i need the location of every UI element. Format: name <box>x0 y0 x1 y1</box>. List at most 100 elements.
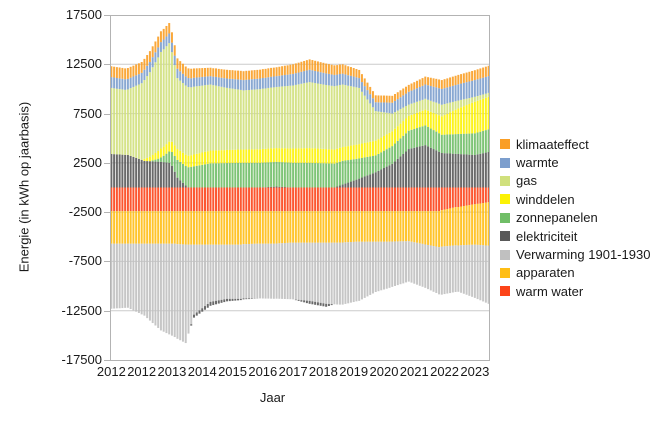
bar-segment <box>366 211 369 242</box>
y-tick-label: 2500 <box>73 154 102 170</box>
bar-segment <box>129 187 132 212</box>
bar-segment <box>217 300 220 304</box>
bar-segment <box>184 154 187 167</box>
bar-segment <box>460 245 463 293</box>
bar-segment <box>416 112 419 129</box>
bar-segment <box>272 76 275 88</box>
bar-segment <box>264 243 267 299</box>
bar-segment <box>476 203 479 245</box>
bar-segment <box>330 74 333 86</box>
bar-segment <box>140 243 143 315</box>
bar-segment <box>438 151 441 188</box>
bar-segment <box>135 85 138 158</box>
bar-segment <box>184 85 187 155</box>
bar-segment <box>187 167 190 188</box>
bar-segment <box>228 78 231 89</box>
bar-segment <box>380 137 383 153</box>
bar-segment <box>380 211 383 242</box>
bar-segment <box>380 152 383 170</box>
bar-segment <box>118 78 121 90</box>
bar-segment <box>405 211 408 242</box>
bar-segment <box>402 153 405 188</box>
bar-segment <box>154 243 157 326</box>
bar-segment <box>374 111 377 141</box>
bar-segment <box>223 187 226 212</box>
bar-segment <box>424 211 427 245</box>
legend-label: elektriciteit <box>516 228 578 244</box>
bar-segment <box>300 300 303 302</box>
bar-segment <box>270 187 273 212</box>
bar-segment <box>212 150 215 164</box>
bar-segment <box>198 187 201 212</box>
bar-segment <box>173 243 176 338</box>
bar-segment <box>473 96 476 102</box>
bar-segment <box>460 107 463 134</box>
bar-segment <box>226 298 229 302</box>
bar-segment <box>347 242 350 304</box>
bar-segment <box>338 84 341 148</box>
bar-segment <box>311 301 314 305</box>
bar-segment <box>416 242 419 285</box>
bar-segment <box>192 77 195 87</box>
bar-segment <box>451 85 454 102</box>
bar-segment <box>239 211 242 245</box>
bar-segment <box>413 242 416 284</box>
bar-segment <box>380 95 383 103</box>
bar-segment <box>388 102 391 114</box>
bar-segment <box>132 76 135 87</box>
bar-segment <box>429 245 432 291</box>
bar-segment <box>187 244 190 334</box>
bar-segment <box>432 211 435 247</box>
bar-segment <box>248 243 251 299</box>
x-tick-label: 2013 <box>157 364 187 379</box>
bar-segment <box>451 134 454 154</box>
bar-segment <box>413 113 416 129</box>
bar-segment <box>148 156 151 162</box>
bar-segment <box>168 211 171 244</box>
bar-segment <box>454 207 457 246</box>
bar-segment <box>204 164 206 188</box>
bar-segment <box>217 150 220 164</box>
bar-segment <box>308 59 311 70</box>
bar-segment <box>407 130 410 150</box>
bar-segment <box>135 64 138 76</box>
bar-segment <box>360 187 363 212</box>
bar-segment <box>322 72 325 85</box>
bar-segment <box>275 243 278 299</box>
bar-segment <box>432 112 435 131</box>
bar-segment <box>451 76 454 86</box>
bar-segment <box>132 243 135 311</box>
bar-segment <box>245 211 248 245</box>
bar-segment <box>325 84 328 150</box>
bar-segment <box>272 67 275 77</box>
bar-segment <box>220 69 223 78</box>
bar-segment <box>201 76 204 86</box>
bar-segment <box>344 146 347 161</box>
bar-segment <box>349 181 352 188</box>
bar-segment <box>440 246 443 295</box>
bar-segment <box>427 99 430 111</box>
bar-segment <box>168 33 171 44</box>
bar-segment <box>286 242 289 300</box>
bar-segment <box>190 211 193 245</box>
bar-segment <box>113 154 116 188</box>
bar-segment <box>126 243 129 308</box>
bar-segment <box>154 52 157 63</box>
bar-segment <box>121 154 124 188</box>
bar-segment <box>289 74 292 86</box>
bar-segment <box>162 211 165 244</box>
bar-segment <box>113 66 116 78</box>
bar-segment <box>239 162 242 188</box>
bar-segment <box>206 304 209 308</box>
bar-segment <box>242 298 245 300</box>
bar-segment <box>305 211 308 243</box>
bar-segment <box>482 67 485 78</box>
bar-segment <box>165 187 168 212</box>
bar-segment <box>168 162 171 188</box>
bar-segment <box>289 85 292 149</box>
bar-segment <box>440 134 443 153</box>
bar-segment <box>446 78 449 88</box>
bar-segment <box>484 66 487 77</box>
bar-segment <box>349 211 352 243</box>
bar-segment <box>394 143 396 162</box>
